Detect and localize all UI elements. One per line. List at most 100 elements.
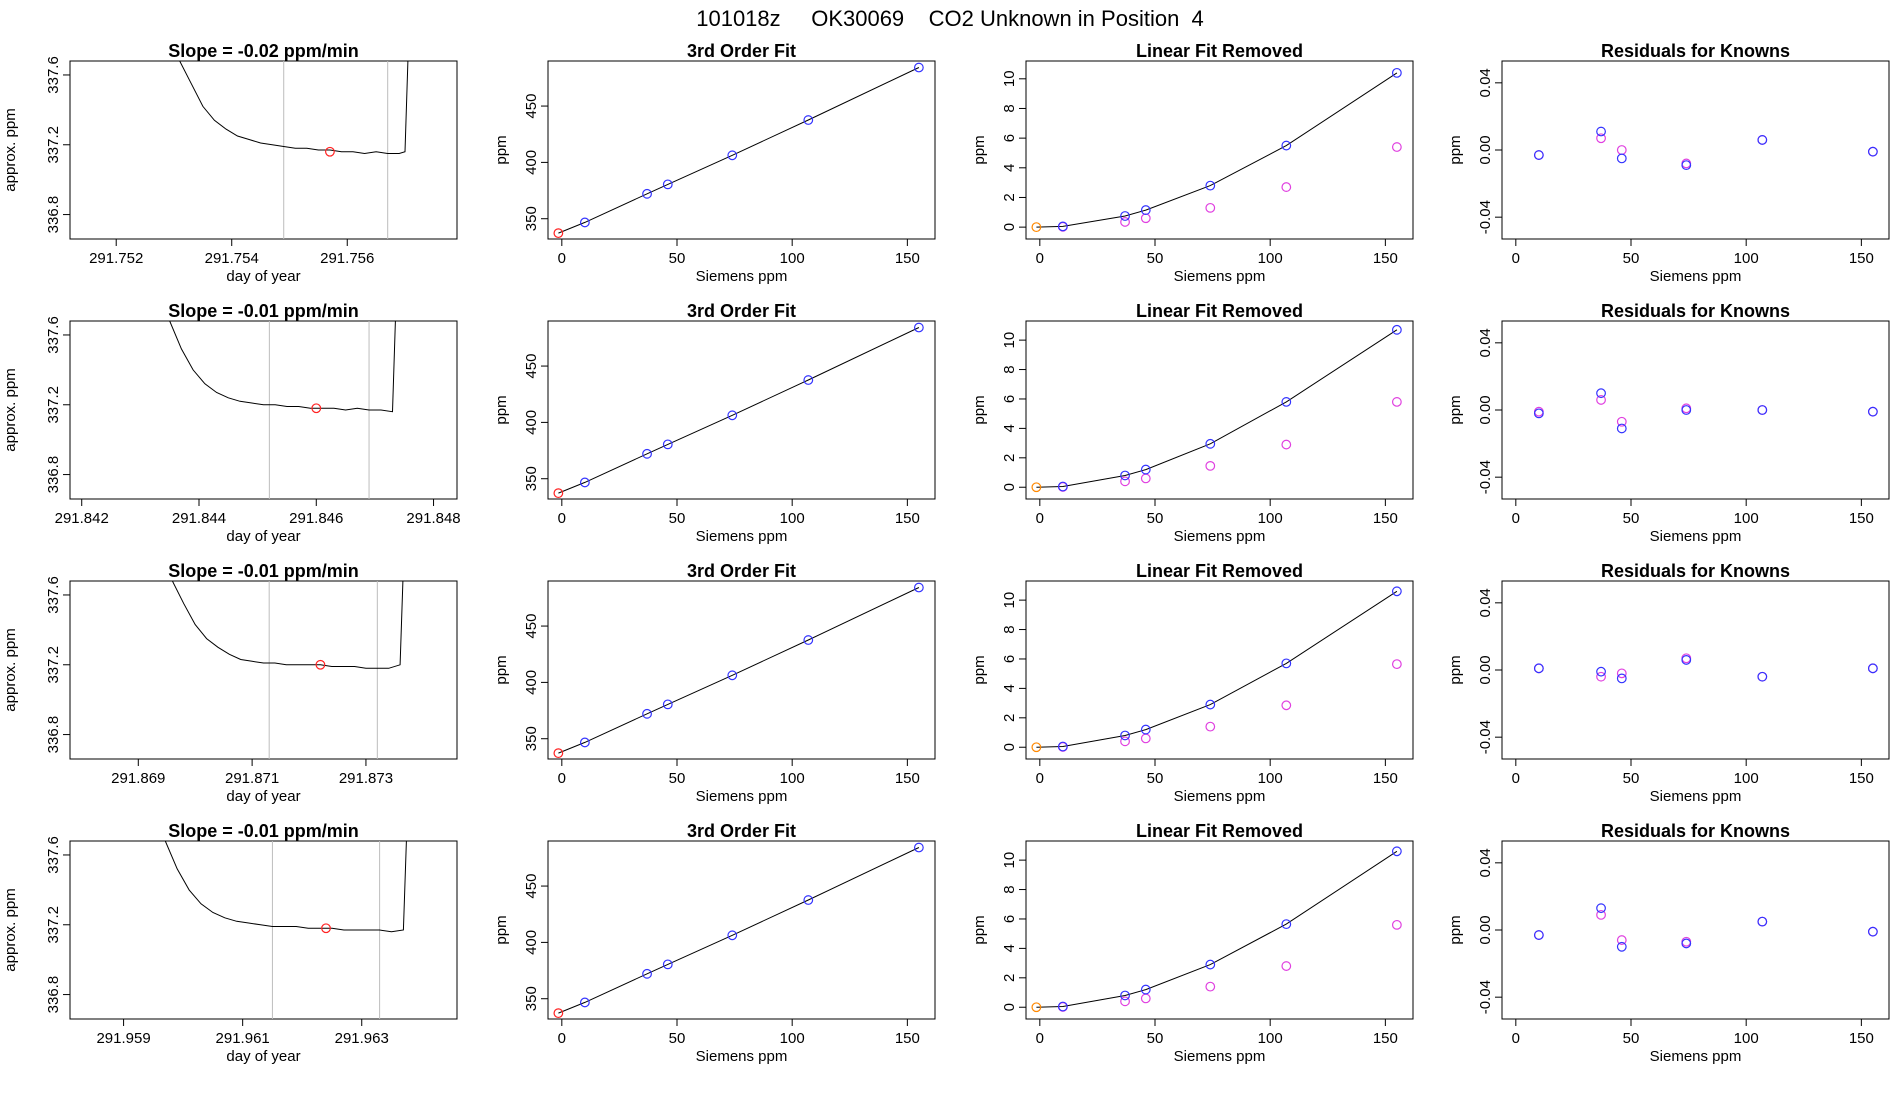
- fit-curve: [1036, 329, 1398, 488]
- x-axis-label: day of year: [226, 1048, 300, 1065]
- y-tick-label: 2: [1001, 454, 1018, 462]
- y-tick-label: 350: [523, 986, 540, 1011]
- residual-point: [1681, 938, 1692, 949]
- fit-curve: [1036, 590, 1398, 748]
- x-tick-label: 100: [1734, 770, 1759, 787]
- x-tick-label: 150: [895, 250, 920, 267]
- y-tick-label: 337.6: [45, 316, 62, 354]
- linear-removed-point: [1281, 961, 1292, 971]
- panel-title: 3rd Order Fit: [687, 821, 796, 841]
- y-tick-label: 6: [1001, 655, 1018, 663]
- residual-point: [1533, 408, 1544, 419]
- x-tick-label: 291.754: [205, 250, 259, 267]
- known-point: [1391, 586, 1402, 597]
- plot-frame: [547, 320, 936, 500]
- x-tick-label: 50: [669, 1030, 686, 1047]
- x-tick-label: 150: [1849, 510, 1874, 527]
- known-point: [1205, 959, 1216, 970]
- y-tick-label: 0: [1001, 743, 1018, 751]
- panel-linear_removed-row3: Linear Fit Removed 0 50 100 150 0 2 4 6 8 10 Siemen…: [971, 561, 1414, 805]
- y-axis-label: approx. ppm: [2, 628, 19, 711]
- y-axis-label: approx. ppm: [2, 108, 19, 191]
- x-axis-label: Siemens ppm: [696, 1048, 788, 1065]
- y-tick-label: 10: [1001, 852, 1018, 869]
- drift-trace: [171, 581, 404, 669]
- known-point: [1140, 724, 1151, 735]
- drift-trace: [164, 841, 407, 933]
- x-axis-label: Siemens ppm: [1650, 268, 1742, 285]
- plot-frame: [1025, 60, 1414, 240]
- x-tick-label: 50: [1147, 510, 1164, 527]
- x-tick-label: 50: [1623, 510, 1640, 527]
- y-axis-label: ppm: [1447, 655, 1464, 684]
- linear-removed-point: [1140, 993, 1151, 1004]
- x-tick-label: 100: [1258, 1030, 1283, 1047]
- y-tick-label: 400: [523, 150, 540, 175]
- unknown-point: [553, 228, 564, 239]
- x-tick-label: 0: [1512, 510, 1520, 527]
- y-tick-label: 0.04: [1477, 588, 1494, 617]
- residual-point: [1867, 663, 1878, 674]
- known-point: [1120, 730, 1130, 741]
- linear-removed-point: [1120, 736, 1130, 747]
- linear-removed-point: [1120, 476, 1130, 487]
- panel-linear_removed-row1: Linear Fit Removed 0 50 100 150 0 2 4 6 8 10 Siemen…: [971, 41, 1414, 285]
- panel-linear_removed-row4: Linear Fit Removed 0 50 100 150 0 2 4 6 8 10 Siemen…: [971, 821, 1414, 1065]
- known-point: [1205, 180, 1216, 191]
- panel-title: Linear Fit Removed: [1136, 41, 1303, 61]
- x-axis-label: Siemens ppm: [696, 528, 788, 545]
- known-point: [1057, 741, 1068, 752]
- x-tick-label: 0: [558, 1030, 566, 1047]
- plot-frame: [1501, 60, 1890, 240]
- x-tick-label: 0: [558, 770, 566, 787]
- residual-fit-point: [1616, 668, 1627, 679]
- known-point: [913, 322, 924, 333]
- fit-curve: [1036, 850, 1398, 1008]
- x-axis-label: Siemens ppm: [696, 788, 788, 805]
- x-tick-label: 150: [1849, 770, 1874, 787]
- y-tick-label: 4: [1001, 684, 1018, 692]
- y-tick-label: 2: [1001, 974, 1018, 982]
- x-tick-label: 50: [1623, 250, 1640, 267]
- linear-removed-point: [1140, 733, 1151, 744]
- unknown-point: [321, 923, 331, 934]
- residual-fit-point: [1596, 909, 1606, 920]
- plot-area: [553, 842, 924, 1019]
- y-tick-label: 6: [1001, 395, 1018, 403]
- known-point: [913, 62, 924, 73]
- linear-removed-point: [1205, 721, 1216, 732]
- linear-removed-point: [1140, 213, 1151, 224]
- x-tick-label: 150: [895, 770, 920, 787]
- x-tick-label: 50: [1147, 770, 1164, 787]
- x-tick-label: 291.848: [406, 510, 460, 527]
- plot-frame: [547, 580, 936, 760]
- x-tick-label: 291.842: [55, 510, 109, 527]
- x-tick-label: 0: [1036, 770, 1044, 787]
- residual-point: [1616, 673, 1627, 684]
- y-tick-label: 400: [523, 930, 540, 955]
- residual-point: [1681, 655, 1692, 665]
- x-tick-label: 0: [1512, 250, 1520, 267]
- linear-removed-point: [1205, 461, 1216, 471]
- x-axis-label: Siemens ppm: [696, 268, 788, 285]
- residual-fit-point: [1616, 935, 1627, 945]
- drift-trace: [169, 321, 396, 413]
- panel-title: Residuals for Knowns: [1601, 301, 1790, 321]
- y-tick-label: 337.2: [45, 646, 62, 684]
- known-point: [1281, 658, 1292, 669]
- x-tick-label: 291.871: [225, 770, 279, 787]
- panel-residuals-row3: Residuals for Knowns 0 50 100 150 -0.04 0.00 0.…: [1447, 561, 1890, 805]
- unknown-point: [1031, 742, 1042, 753]
- panel-title: Slope = -0.01 ppm/min: [168, 821, 359, 841]
- x-tick-label: 291.752: [89, 250, 143, 267]
- y-tick-label: 10: [1001, 592, 1018, 609]
- y-tick-label: -0.04: [1477, 980, 1494, 1014]
- plot-area: [553, 62, 924, 239]
- panel-title: Residuals for Knowns: [1601, 561, 1790, 581]
- y-tick-label: 0: [1001, 1003, 1018, 1011]
- plot-frame: [69, 320, 458, 500]
- y-tick-label: 4: [1001, 944, 1018, 952]
- y-tick-label: 0: [1001, 483, 1018, 491]
- fit-curve: [558, 67, 920, 234]
- fit-curve: [558, 327, 920, 494]
